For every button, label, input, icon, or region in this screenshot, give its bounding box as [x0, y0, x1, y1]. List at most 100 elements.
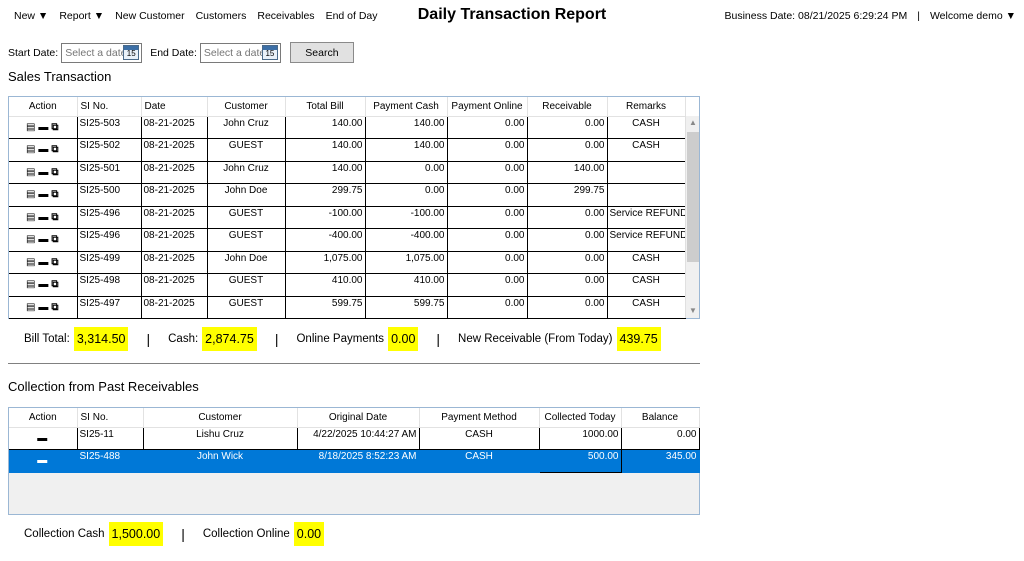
- scroll-down-icon[interactable]: ▼: [689, 306, 697, 315]
- cell-payment-method[interactable]: CASH: [419, 427, 540, 450]
- cell-receivable[interactable]: 140.00: [527, 161, 608, 184]
- col-si-no[interactable]: SI No.: [77, 97, 142, 117]
- printer-icon[interactable]: ▤: [25, 234, 37, 246]
- cell-receivable[interactable]: 0.00: [527, 251, 608, 274]
- cell-remarks[interactable]: Service REFUND V: [607, 228, 686, 252]
- cell-payment-method[interactable]: CASH: [419, 449, 540, 473]
- col-action[interactable]: Action: [9, 408, 78, 428]
- printer-icon[interactable]: ▤: [25, 279, 37, 291]
- cell-receivable[interactable]: 0.00: [527, 116, 608, 139]
- cell-payment-online[interactable]: 0.00: [447, 183, 528, 207]
- folder-icon[interactable]: ▬: [38, 121, 50, 133]
- start-date-input[interactable]: [65, 46, 124, 59]
- cell-si-no[interactable]: SI25-501: [77, 161, 142, 184]
- cell-payment-online[interactable]: 0.00: [447, 206, 528, 229]
- calendar-icon[interactable]: 15: [261, 45, 278, 60]
- folder-icon[interactable]: ▬: [38, 211, 50, 223]
- folder-icon[interactable]: ▬: [38, 301, 50, 313]
- cell-balance[interactable]: 0.00: [621, 427, 700, 450]
- cell-collected-today[interactable]: 500.00: [538, 449, 622, 473]
- cell-payment-online[interactable]: 0.00: [447, 273, 528, 297]
- col-collected-today[interactable]: Collected Today: [539, 408, 622, 428]
- cell-payment-cash[interactable]: 599.75: [365, 296, 448, 319]
- table-row[interactable]: ▤ ▬ ⧉ SI25-496 08-21-2025 GUEST -400.00 -400.00…: [9, 228, 686, 252]
- folder-icon[interactable]: ▬: [38, 166, 50, 178]
- cell-receivable[interactable]: 0.00: [527, 206, 608, 229]
- table-row[interactable]: ▤ ▬ ⧉ SI25-496 08-21-2025 GUEST -100.00 -100.00…: [9, 206, 686, 229]
- printer-icon[interactable]: ▤: [25, 166, 37, 178]
- menu-new[interactable]: New ▼: [14, 10, 49, 22]
- col-payment-method[interactable]: Payment Method: [419, 408, 540, 428]
- cell-remarks[interactable]: CASH: [607, 251, 686, 274]
- start-date-picker[interactable]: 15: [61, 42, 143, 63]
- cell-payment-cash[interactable]: 0.00: [365, 161, 448, 184]
- copy-icon[interactable]: ⧉: [51, 189, 60, 201]
- table-row[interactable]: ▤ ▬ ⧉ SI25-497 08-21-2025 GUEST 599.75 599.75 0.…: [9, 296, 686, 319]
- cell-customer[interactable]: John Doe: [207, 251, 286, 274]
- cell-payment-online[interactable]: 0.00: [447, 116, 528, 139]
- cell-si-no[interactable]: SI25-496: [77, 206, 142, 229]
- cell-remarks[interactable]: CASH: [607, 273, 686, 297]
- col-customer[interactable]: Customer: [207, 97, 286, 117]
- menu-receivables[interactable]: Receivables: [257, 10, 315, 22]
- copy-icon[interactable]: ⧉: [51, 121, 60, 133]
- cell-si-no[interactable]: SI25-488: [77, 449, 144, 473]
- cell-customer[interactable]: John Cruz: [207, 161, 286, 184]
- cell-payment-cash[interactable]: -400.00: [365, 228, 448, 252]
- cell-receivable[interactable]: 0.00: [527, 228, 608, 252]
- folder-icon[interactable]: ▬: [37, 455, 49, 467]
- cell-balance[interactable]: 345.00: [621, 449, 700, 473]
- cell-total-bill[interactable]: 299.75: [285, 183, 366, 207]
- cell-customer[interactable]: John Cruz: [207, 116, 286, 139]
- table-row[interactable]: ▤ ▬ ⧉ SI25-500 08-21-2025 John Doe 299.75 0.00 0…: [9, 183, 686, 207]
- cell-si-no[interactable]: SI25-11: [77, 427, 144, 450]
- col-action[interactable]: Action: [9, 97, 78, 117]
- cell-si-no[interactable]: SI25-496: [77, 228, 142, 252]
- calendar-icon[interactable]: 15: [123, 45, 140, 60]
- printer-icon[interactable]: ▤: [25, 256, 37, 268]
- cell-date[interactable]: 08-21-2025: [141, 206, 208, 229]
- copy-icon[interactable]: ⧉: [51, 144, 60, 156]
- cell-payment-online[interactable]: 0.00: [447, 161, 528, 184]
- scroll-thumb[interactable]: [687, 132, 699, 262]
- cell-customer[interactable]: GUEST: [207, 138, 286, 162]
- cell-remarks[interactable]: CASH: [607, 138, 686, 162]
- cell-receivable[interactable]: 0.00: [527, 273, 608, 297]
- cell-date[interactable]: 08-21-2025: [141, 228, 208, 252]
- cell-total-bill[interactable]: 140.00: [285, 138, 366, 162]
- printer-icon[interactable]: ▤: [25, 301, 37, 313]
- cell-payment-cash[interactable]: -100.00: [365, 206, 448, 229]
- cell-payment-cash[interactable]: 140.00: [365, 116, 448, 139]
- cell-collected-today[interactable]: 1000.00: [539, 427, 622, 450]
- cell-date[interactable]: 08-21-2025: [141, 116, 208, 139]
- cell-si-no[interactable]: SI25-503: [77, 116, 142, 139]
- col-total-bill[interactable]: Total Bill: [285, 97, 366, 117]
- cell-customer[interactable]: GUEST: [207, 228, 286, 252]
- col-original-date[interactable]: Original Date: [297, 408, 420, 428]
- copy-icon[interactable]: ⧉: [51, 166, 60, 178]
- cell-si-no[interactable]: SI25-498: [77, 273, 142, 297]
- cell-customer[interactable]: GUEST: [207, 273, 286, 297]
- cell-si-no[interactable]: SI25-500: [77, 183, 142, 207]
- printer-icon[interactable]: ▤: [25, 211, 37, 223]
- cell-total-bill[interactable]: -400.00: [285, 228, 366, 252]
- cell-total-bill[interactable]: -100.00: [285, 206, 366, 229]
- cell-si-no[interactable]: SI25-497: [77, 296, 142, 319]
- cell-payment-online[interactable]: 0.00: [447, 228, 528, 252]
- menu-end-of-day[interactable]: End of Day: [325, 10, 378, 22]
- menu-report[interactable]: Report ▼: [59, 10, 105, 22]
- end-date-picker[interactable]: 15: [199, 42, 281, 63]
- cell-customer[interactable]: GUEST: [207, 206, 286, 229]
- cell-customer[interactable]: John Wick: [143, 449, 298, 473]
- cell-date[interactable]: 08-21-2025: [141, 273, 208, 297]
- cell-date[interactable]: 08-21-2025: [141, 161, 208, 184]
- copy-icon[interactable]: ⧉: [51, 256, 60, 268]
- cell-remarks[interactable]: CASH: [607, 296, 686, 319]
- cell-remarks[interactable]: CASH: [607, 116, 686, 139]
- cell-payment-online[interactable]: 0.00: [447, 138, 528, 162]
- table-row[interactable]: ▬ SI25-11 Lishu Cruz 4/22/2025 10:44:27 AM C…: [9, 427, 700, 450]
- cell-total-bill[interactable]: 140.00: [285, 116, 366, 139]
- cell-customer[interactable]: Lishu Cruz: [143, 427, 298, 450]
- folder-icon[interactable]: ▬: [38, 234, 50, 246]
- cell-date[interactable]: 08-21-2025: [141, 296, 208, 319]
